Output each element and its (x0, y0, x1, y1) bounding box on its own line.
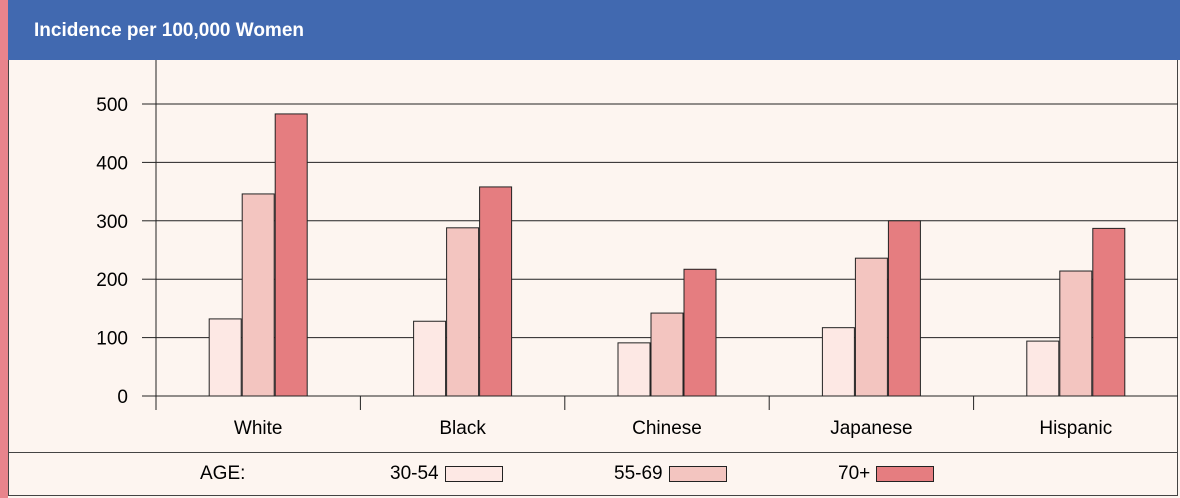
chart-title: Incidence per 100,000 Women (34, 20, 304, 41)
x-tick-label-japanese: Japanese (830, 418, 912, 439)
y-tick-label-100: 100 (96, 329, 128, 350)
legend-label-70-plus: 70+ (838, 463, 871, 484)
legend-item-30-54: 30-54 (390, 463, 503, 485)
legend-swatch-70-plus (876, 466, 935, 482)
accent-strip (0, 0, 8, 498)
bar-hispanic-55-69 (1059, 270, 1093, 397)
legend-swatch-55-69 (668, 466, 727, 482)
x-tick-label-white: White (234, 418, 283, 439)
bar-black-30-54 (413, 320, 447, 397)
legend-item-70-plus: 70+ (838, 463, 935, 485)
bar-black-70-plus (479, 186, 513, 397)
bar-chinese-30-54 (617, 342, 651, 397)
bar-japanese-55-69 (854, 257, 888, 397)
chart-header: Incidence per 100,000 Women (8, 0, 1180, 60)
bar-white-55-69 (241, 193, 275, 397)
bar-black-55-69 (446, 227, 480, 397)
bar-white-30-54 (208, 318, 242, 397)
bar-hispanic-30-54 (1026, 340, 1060, 397)
y-tick-label-400: 400 (96, 153, 128, 174)
bar-chinese-70-plus (683, 268, 717, 397)
bar-japanese-70-plus (887, 220, 921, 397)
y-tick-label-0: 0 (117, 387, 128, 408)
bar-chart: 0 100 200 300 400 500 White Black Chinese Japanes… (96, 60, 1178, 439)
legend-item-55-69: 55-69 (614, 463, 727, 485)
legend-label-55-69: 55-69 (614, 463, 663, 484)
legend-age-label: AGE: (200, 463, 246, 484)
x-tick-label-hispanic: Hispanic (1039, 418, 1112, 439)
bar-japanese-30-54 (821, 327, 855, 397)
x-tick-label-black: Black (439, 418, 486, 439)
legend-label-30-54: 30-54 (390, 463, 439, 484)
y-tick-label-300: 300 (96, 212, 128, 233)
bar-white-70-plus (274, 113, 308, 397)
chart-frame (8, 0, 1178, 496)
y-tick-label-500: 500 (96, 95, 128, 116)
y-tick-label-200: 200 (96, 270, 128, 291)
legend: AGE: 30-54 55-69 70+ (8, 452, 1178, 496)
bar-hispanic-70-plus (1092, 227, 1126, 397)
x-tick-label-chinese: Chinese (632, 418, 702, 439)
legend-swatch-30-54 (444, 466, 503, 482)
bar-chinese-55-69 (650, 312, 684, 397)
